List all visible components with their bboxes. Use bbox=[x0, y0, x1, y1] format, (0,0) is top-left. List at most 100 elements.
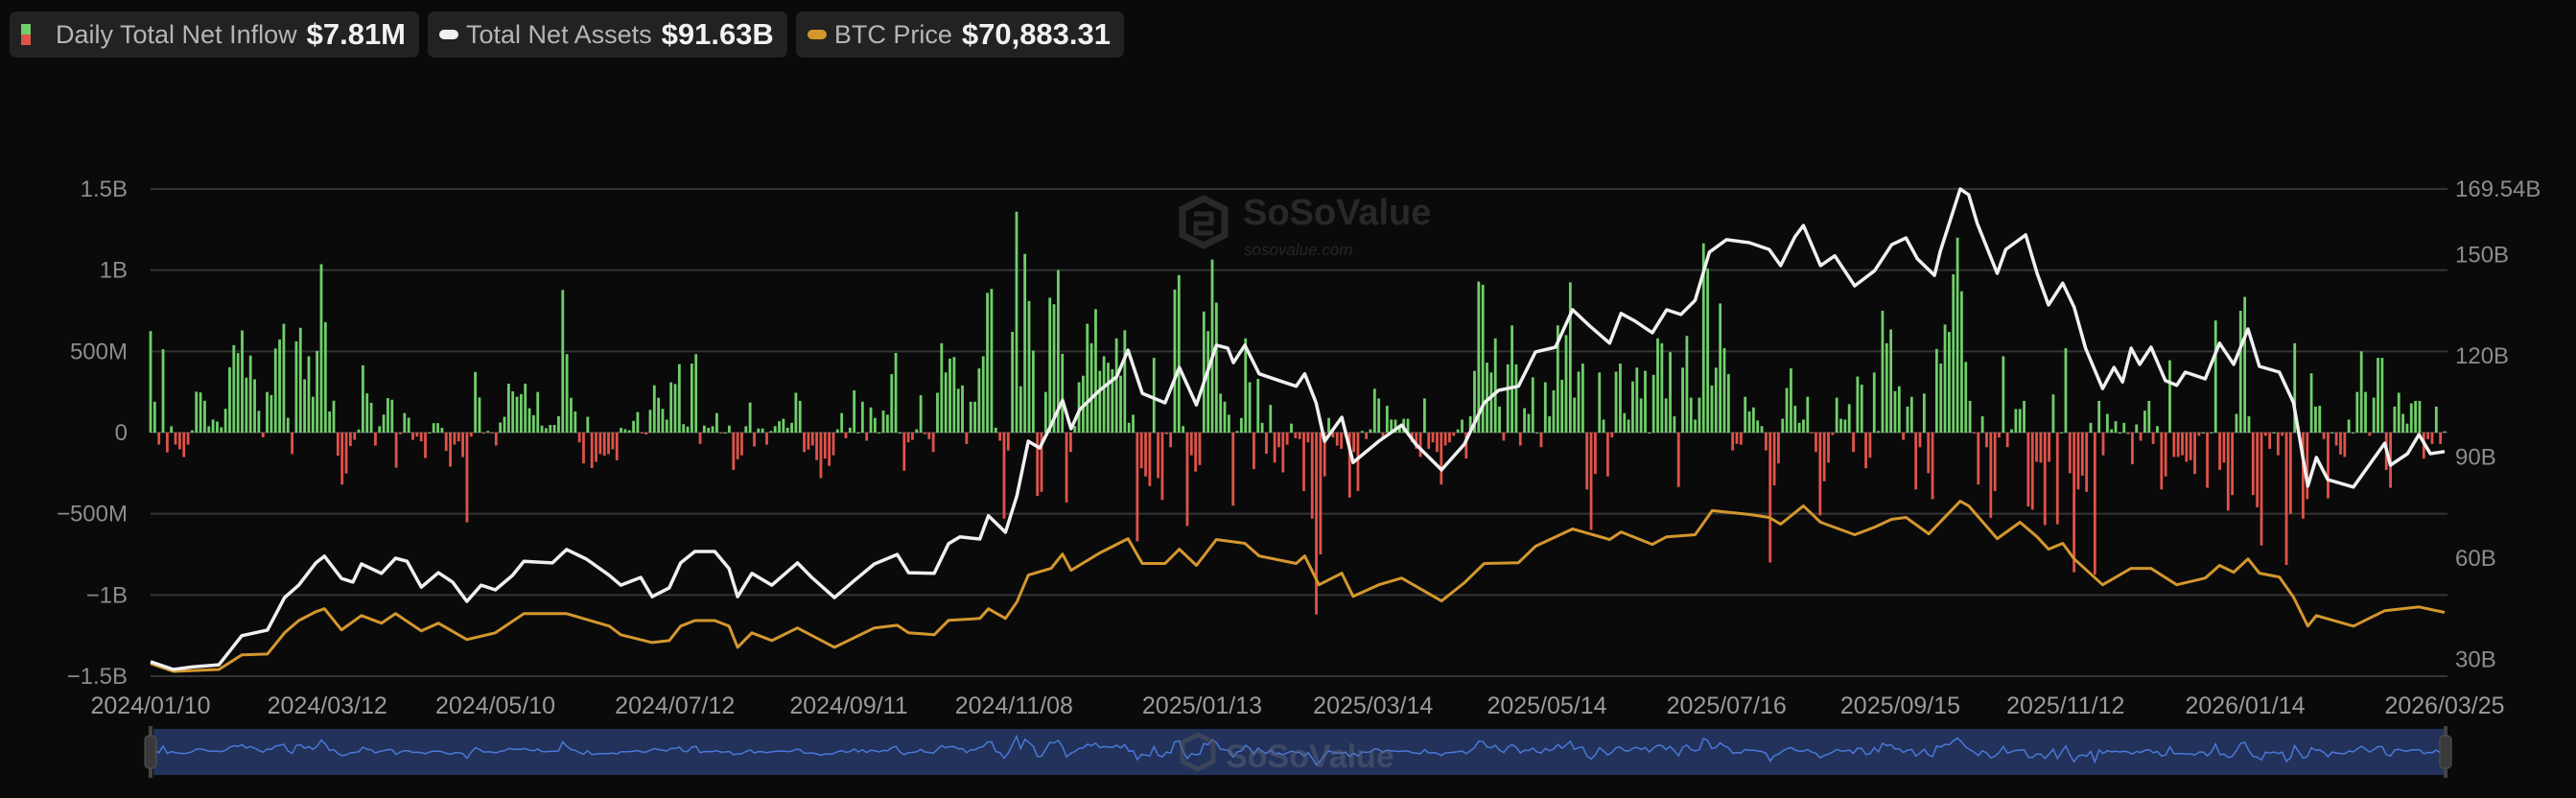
inflow-bar[interactable] bbox=[1573, 397, 1577, 433]
inflow-bar[interactable] bbox=[586, 416, 590, 433]
inflow-bar[interactable] bbox=[369, 403, 373, 433]
inflow-bar[interactable] bbox=[1560, 379, 1564, 433]
inflow-bar[interactable] bbox=[1781, 418, 1785, 433]
inflow-bar[interactable] bbox=[2197, 433, 2201, 436]
inflow-bar[interactable] bbox=[2005, 433, 2009, 448]
inflow-bar[interactable] bbox=[682, 424, 686, 433]
inflow-bar[interactable] bbox=[1298, 433, 1301, 439]
inflow-bar[interactable] bbox=[2002, 356, 2005, 433]
inflow-bar[interactable] bbox=[1660, 342, 1664, 433]
inflow-bar[interactable] bbox=[1701, 243, 1705, 433]
inflow-bar[interactable] bbox=[1777, 433, 1780, 464]
inflow-bar[interactable] bbox=[2093, 433, 2096, 575]
inflow-bar[interactable] bbox=[1427, 433, 1431, 449]
inflow-bar[interactable] bbox=[1751, 407, 1755, 433]
inflow-bar[interactable] bbox=[894, 353, 898, 433]
inflow-bar[interactable] bbox=[2126, 433, 2130, 434]
inflow-bar[interactable] bbox=[990, 289, 994, 433]
inflow-bar[interactable] bbox=[924, 433, 926, 434]
inflow-bar[interactable] bbox=[269, 394, 273, 433]
inflow-bar[interactable] bbox=[1989, 433, 1993, 518]
inflow-bar[interactable] bbox=[1002, 433, 1006, 519]
inflow-bar[interactable] bbox=[1860, 385, 1863, 433]
inflow-bar[interactable] bbox=[1352, 433, 1356, 453]
inflow-bar[interactable] bbox=[1468, 416, 1472, 433]
inflow-bar[interactable] bbox=[1139, 433, 1143, 469]
inflow-bar[interactable] bbox=[545, 428, 548, 433]
inflow-bar[interactable] bbox=[644, 433, 648, 435]
inflow-bar[interactable] bbox=[2443, 431, 2447, 433]
inflow-bar[interactable] bbox=[1136, 433, 1139, 542]
navigator-left-handle[interactable] bbox=[144, 726, 157, 778]
inflow-bar[interactable] bbox=[794, 392, 798, 433]
inflow-bar[interactable] bbox=[860, 401, 864, 433]
inflow-bar[interactable] bbox=[1514, 364, 1518, 433]
inflow-bar[interactable] bbox=[598, 433, 602, 455]
inflow-bar[interactable] bbox=[2168, 360, 2171, 433]
inflow-bar[interactable] bbox=[994, 427, 997, 433]
inflow-bar[interactable] bbox=[878, 433, 881, 434]
inflow-bar[interactable] bbox=[956, 388, 960, 433]
inflow-bar[interactable] bbox=[1852, 433, 1855, 453]
inflow-bar[interactable] bbox=[1107, 363, 1110, 433]
inflow-bar[interactable] bbox=[1206, 331, 1210, 433]
inflow-bar[interactable] bbox=[2263, 433, 2267, 436]
inflow-bar[interactable] bbox=[323, 321, 327, 433]
inflow-bar[interactable] bbox=[1527, 413, 1531, 433]
inflow-bar[interactable] bbox=[698, 433, 702, 444]
inflow-bar[interactable] bbox=[961, 385, 964, 433]
inflow-bar[interactable] bbox=[1872, 372, 1876, 433]
inflow-bar[interactable] bbox=[344, 433, 348, 474]
inflow-bar[interactable] bbox=[715, 412, 718, 433]
inflow-bar[interactable] bbox=[611, 433, 615, 450]
inflow-bar[interactable] bbox=[1523, 408, 1526, 433]
inflow-bar[interactable] bbox=[595, 433, 597, 462]
inflow-bar[interactable] bbox=[1294, 433, 1298, 438]
inflow-bar[interactable] bbox=[2405, 423, 2409, 433]
inflow-bar[interactable] bbox=[2218, 433, 2221, 470]
inflow-bar[interactable] bbox=[1285, 433, 1289, 445]
inflow-bar[interactable] bbox=[2172, 433, 2176, 458]
inflow-bar[interactable] bbox=[2051, 394, 2055, 433]
inflow-bar[interactable] bbox=[1694, 419, 1697, 433]
inflow-bar[interactable] bbox=[2139, 433, 2143, 441]
inflow-bar[interactable] bbox=[782, 418, 785, 433]
inflow-bar[interactable] bbox=[2073, 433, 2076, 573]
inflow-bar[interactable] bbox=[1169, 433, 1172, 448]
inflow-bar[interactable] bbox=[885, 414, 889, 433]
inflow-bar[interactable] bbox=[1372, 388, 1376, 433]
inflow-bar[interactable] bbox=[1148, 433, 1152, 486]
inflow-bar[interactable] bbox=[911, 433, 914, 440]
inflow-bar[interactable] bbox=[1006, 433, 1010, 451]
inflow-bar[interactable] bbox=[1610, 433, 1614, 438]
inflow-bar[interactable] bbox=[1052, 304, 1056, 433]
inflow-bar[interactable] bbox=[736, 433, 739, 459]
inflow-bar[interactable] bbox=[2339, 433, 2342, 455]
inflow-bar[interactable] bbox=[298, 327, 302, 433]
inflow-bar[interactable] bbox=[1452, 433, 1456, 436]
inflow-bar[interactable] bbox=[1731, 433, 1735, 451]
legend-item-btc-price[interactable]: BTC Price $70,883.31 bbox=[795, 12, 1125, 58]
inflow-bar[interactable] bbox=[1477, 281, 1481, 433]
inflow-bar[interactable] bbox=[1747, 411, 1751, 433]
inflow-bar[interactable] bbox=[1619, 364, 1622, 433]
inflow-bar[interactable] bbox=[1189, 433, 1193, 456]
inflow-bar[interactable] bbox=[2222, 433, 2226, 463]
inflow-bar[interactable] bbox=[952, 357, 956, 433]
inflow-bar[interactable] bbox=[1127, 422, 1131, 433]
inflow-bar[interactable] bbox=[652, 385, 656, 433]
inflow-bar[interactable] bbox=[307, 356, 311, 433]
inflow-bar[interactable] bbox=[1822, 433, 1826, 481]
inflow-bar[interactable] bbox=[2213, 320, 2217, 433]
inflow-bar[interactable] bbox=[2164, 433, 2167, 477]
inflow-bar[interactable] bbox=[615, 433, 619, 460]
inflow-bar[interactable] bbox=[294, 341, 298, 433]
inflow-bar[interactable] bbox=[1315, 433, 1318, 615]
inflow-bar[interactable] bbox=[536, 391, 540, 433]
inflow-bar[interactable] bbox=[627, 430, 631, 433]
inflow-bar[interactable] bbox=[831, 433, 835, 456]
inflow-bar[interactable] bbox=[440, 428, 444, 433]
inflow-bar[interactable] bbox=[2026, 433, 2030, 507]
inflow-bar[interactable] bbox=[1182, 426, 1185, 433]
inflow-bar[interactable] bbox=[936, 392, 939, 433]
